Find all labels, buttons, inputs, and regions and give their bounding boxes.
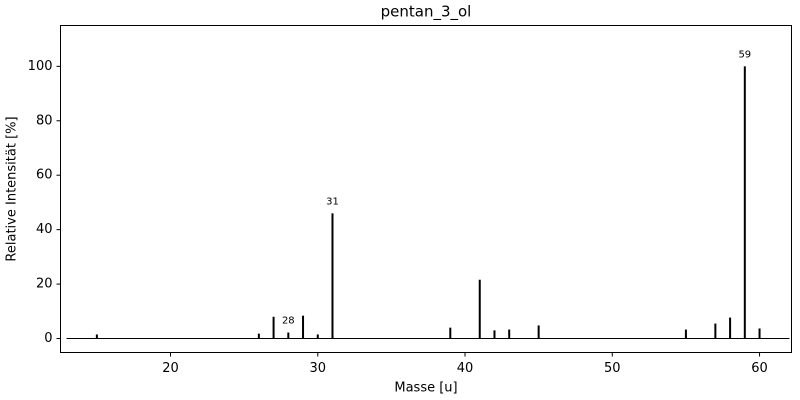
peak: [508, 329, 511, 339]
y-axis-label: Relative Intensität [%]: [5, 116, 20, 261]
chart-title: pentan_3_ol: [381, 3, 472, 22]
x-tick-label: 60: [751, 361, 768, 376]
peak-annotation: 59: [738, 49, 751, 60]
peak: [758, 328, 761, 339]
peak: [316, 334, 319, 339]
x-axis-label: Masse [u]: [394, 381, 457, 396]
peak: [493, 330, 496, 339]
peak: [478, 279, 481, 339]
peak: [729, 317, 732, 339]
x-tick-label: 20: [162, 361, 179, 376]
y-tick-label: 60: [36, 168, 53, 183]
peak: [331, 213, 334, 339]
x-tick-label: 40: [457, 361, 474, 376]
peak: [257, 333, 260, 339]
peak: [302, 315, 305, 339]
y-tick-label: 100: [28, 59, 53, 74]
y-tick-label: 80: [36, 113, 53, 128]
peak: [743, 66, 746, 339]
y-tick-label: 0: [44, 331, 52, 346]
x-tick-label: 30: [309, 361, 326, 376]
peak: [287, 332, 290, 339]
peak: [714, 323, 717, 339]
peak-annotation: 31: [326, 196, 339, 207]
peak-annotation: 28: [282, 316, 295, 327]
y-tick-label: 40: [36, 222, 53, 237]
plot-frame: [60, 25, 792, 353]
x-tick-label: 50: [604, 361, 621, 376]
peak: [95, 334, 98, 339]
y-tick-label: 20: [36, 277, 53, 292]
peak: [537, 325, 540, 339]
peak: [684, 329, 687, 339]
peak: [272, 316, 275, 339]
peak: [449, 327, 452, 339]
